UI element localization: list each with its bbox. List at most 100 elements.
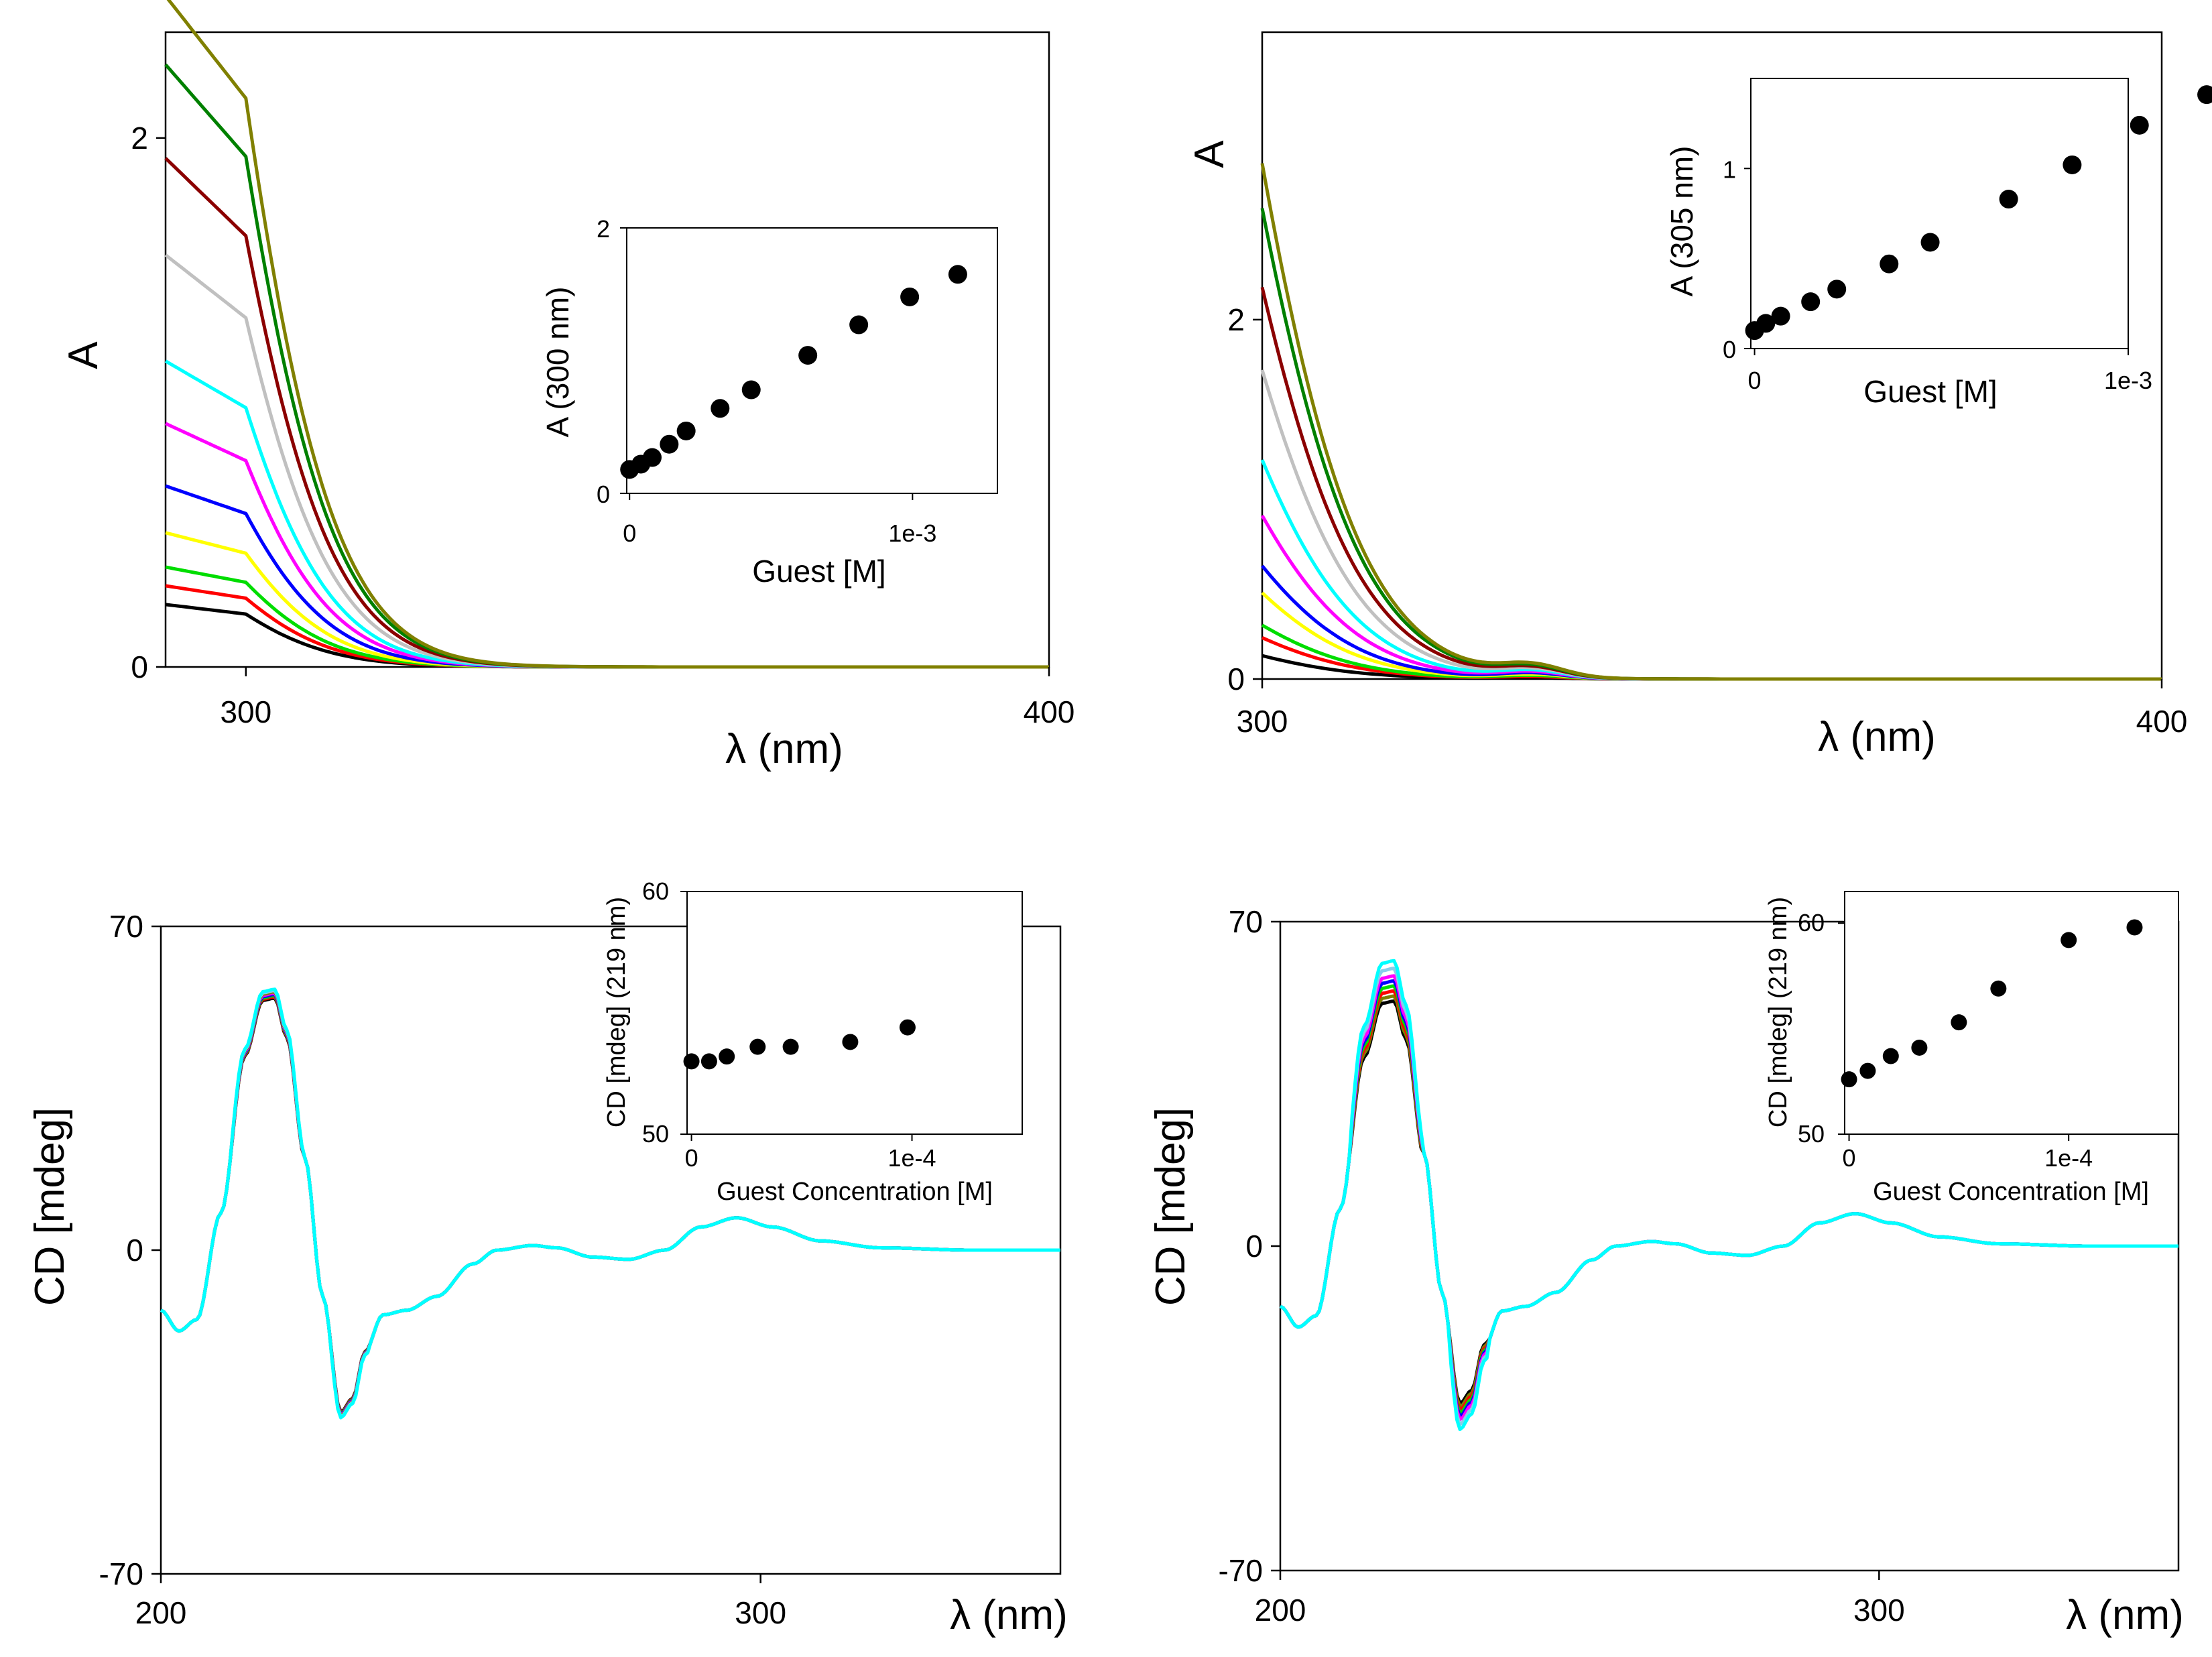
cd2-inset-point <box>1911 1039 1928 1056</box>
uv1-series-line <box>165 531 1049 669</box>
uv2-inset-y-tick-label: 1 <box>1723 156 1736 183</box>
cd1-y-tick-label: -70 <box>99 1556 143 1591</box>
cd2-inset-chart: 0 1e-4 50 60 Guest Concentration [M] CD [mdeg… <box>1764 891 2179 1206</box>
cd1-inset-x-tick-label: 0 <box>685 1144 698 1172</box>
uv1-x-axis-label: λ (nm) <box>725 726 843 772</box>
uv1-inset-point <box>660 434 679 454</box>
uv1-inset-point <box>849 315 869 334</box>
cd2-inset-x-tick-label: 1e-4 <box>2044 1144 2093 1172</box>
cd1-inset-point <box>899 1019 916 1036</box>
uv1-inset-point <box>798 346 818 365</box>
uv2-x-axis-label: λ (nm) <box>1818 714 1936 760</box>
uv2-inset-point <box>1920 233 1940 252</box>
uv1-inset-x-tick-label: 0 <box>623 519 636 547</box>
uv1-inset-x-axis-label: Guest [M] <box>752 554 885 589</box>
cd2-inset-point <box>1882 1048 1899 1064</box>
cd2-inset-y-axis-label: CD [mdeg] (219 nm) <box>1764 897 1792 1127</box>
uv2-x-tick-label: 400 <box>2136 704 2188 739</box>
cd2-inset-y-tick-label: 60 <box>1798 909 1825 936</box>
uv2-inset-y-axis-label: A (305 nm) <box>1664 146 1699 297</box>
uv2-chart: 300 400 0 2 λ (nm) A 0 1e-3 0 1 Guest [M] A (305 nm… <box>1186 31 2212 760</box>
cd1-inset-chart: 0 1e-4 50 60 Guest Concentration [M] CD [mdeg… <box>603 877 1023 1206</box>
uv1-y-tick-label: 2 <box>131 121 148 156</box>
cd2-inset-x-tick-label: 0 <box>1843 1144 1856 1172</box>
uv1-series-line <box>165 565 1049 669</box>
uv2-inset-x-tick-label: 0 <box>1748 367 1762 394</box>
cd1-series-line <box>160 987 1060 1420</box>
cd2-inset-y-tick-label: 50 <box>1798 1120 1825 1148</box>
uv2-inset-chart: 0 1e-3 0 1 Guest [M] A (305 nm) <box>1664 78 2212 409</box>
cd2-y-tick-label: 70 <box>1229 904 1263 939</box>
uv1-chart: 300 400 0 2 λ (nm) A 0 1e-3 0 2 Guest [M] A (300 nm… <box>60 0 1074 772</box>
cd2-y-tick-label: 0 <box>1245 1229 1263 1264</box>
uv1-y-tick-label: 0 <box>131 650 148 684</box>
cd1-x-tick-label: 200 <box>135 1595 187 1630</box>
cd2-inset-x-axis-label: Guest Concentration [M] <box>1873 1178 2149 1206</box>
uv2-inset-point <box>1801 292 1821 312</box>
uv2-y-tick-label: 0 <box>1227 662 1245 696</box>
uv1-inset-y-tick-label: 0 <box>597 481 610 508</box>
cd1-y-axis-label: CD [mdeg] <box>27 1107 73 1306</box>
uv1-series-line <box>165 484 1049 669</box>
cd1-inset-point <box>700 1053 717 1070</box>
uv2-inset-point <box>1827 280 1847 299</box>
uv1-inset-point <box>741 380 761 400</box>
cd1-inset-point <box>683 1053 700 1070</box>
uv1-inset-chart: 0 1e-3 0 2 Guest [M] A (300 nm) <box>540 215 998 589</box>
uv1-inset-y-axis-label: A (300 nm) <box>540 287 575 438</box>
cd1-inset-point <box>782 1038 799 1055</box>
uv1-inset-x-tick-label: 1e-3 <box>888 519 936 547</box>
uv2-x-tick-label: 300 <box>1237 704 1288 739</box>
uv2-inset-y-tick-label: 0 <box>1723 336 1736 363</box>
cd2-inset-point <box>1841 1071 1857 1088</box>
uv2-inset-point <box>2197 85 2212 105</box>
cd1-inset-x-axis-label: Guest Concentration [M] <box>717 1178 993 1206</box>
cd1-inset-point <box>842 1034 859 1050</box>
uv1-inset-point <box>676 421 696 440</box>
cd2-inset-frame <box>1844 891 2179 1135</box>
cd2-x-tick-label: 300 <box>1853 1593 1905 1628</box>
cd1-inset-point <box>719 1048 735 1065</box>
uv2-series-line <box>1260 459 2162 681</box>
uv2-inset-point <box>2130 115 2149 135</box>
cd2-y-tick-label: -70 <box>1219 1553 1263 1588</box>
cd2-y-axis-label: CD [mdeg] <box>1148 1107 1194 1306</box>
cd1-x-axis-label: λ (nm) <box>950 1592 1068 1638</box>
cd1-y-tick-label: 0 <box>126 1233 143 1268</box>
cd2-chart: 200 300 70 0 -70 λ (nm) CD [mdeg] 0 1e-4 50 60 Gues… <box>1148 891 2184 1638</box>
uv2-series-line <box>1260 369 2162 681</box>
uv2-inset-point <box>1756 314 1776 333</box>
cd1-inset-y-axis-label: CD [mdeg] (219 nm) <box>603 897 631 1127</box>
uv1-inset-point <box>711 399 730 418</box>
uv2-series-line <box>1261 623 2162 681</box>
cd2-inset-point <box>2126 919 2143 936</box>
uv1-inset-y-tick-label: 2 <box>597 215 610 243</box>
uv2-inset-point <box>1999 190 2018 209</box>
uv1-inset-point <box>948 265 967 284</box>
uv2-inset-x-tick-label: 1e-3 <box>2104 367 2152 394</box>
uv1-x-tick-label: 400 <box>1024 694 1075 729</box>
uv2-inset-point <box>1880 254 1899 273</box>
cd2-series-line <box>1279 959 2178 1431</box>
uv1-inset-point <box>900 287 920 306</box>
cd2-x-tick-label: 200 <box>1255 1593 1306 1628</box>
cd2-x-axis-label: λ (nm) <box>2066 1592 2184 1638</box>
cd1-x-tick-label: 300 <box>735 1595 786 1630</box>
cd1-inset-y-tick-label: 50 <box>642 1120 669 1148</box>
uv2-series-line <box>1260 514 2162 681</box>
uv1-x-tick-label: 300 <box>220 694 271 729</box>
cd1-inset-point <box>749 1038 766 1055</box>
uv2-inset-point <box>2063 155 2082 174</box>
cd2-inset-point <box>1990 980 2007 997</box>
cd1-inset-y-tick-label: 60 <box>642 877 669 905</box>
uv1-y-axis-label: A <box>60 341 107 369</box>
cd2-inset-point <box>2061 932 2077 948</box>
cd2-inset-point <box>1859 1062 1876 1079</box>
uv2-inset-x-axis-label: Guest [M] <box>1863 374 1997 409</box>
uv2-series-line <box>1260 163 2162 681</box>
cd1-inset-x-tick-label: 1e-4 <box>887 1144 936 1172</box>
cd1-y-tick-label: 70 <box>109 909 143 944</box>
uv2-inset-point <box>1771 306 1790 326</box>
uv2-y-tick-label: 2 <box>1227 302 1245 337</box>
